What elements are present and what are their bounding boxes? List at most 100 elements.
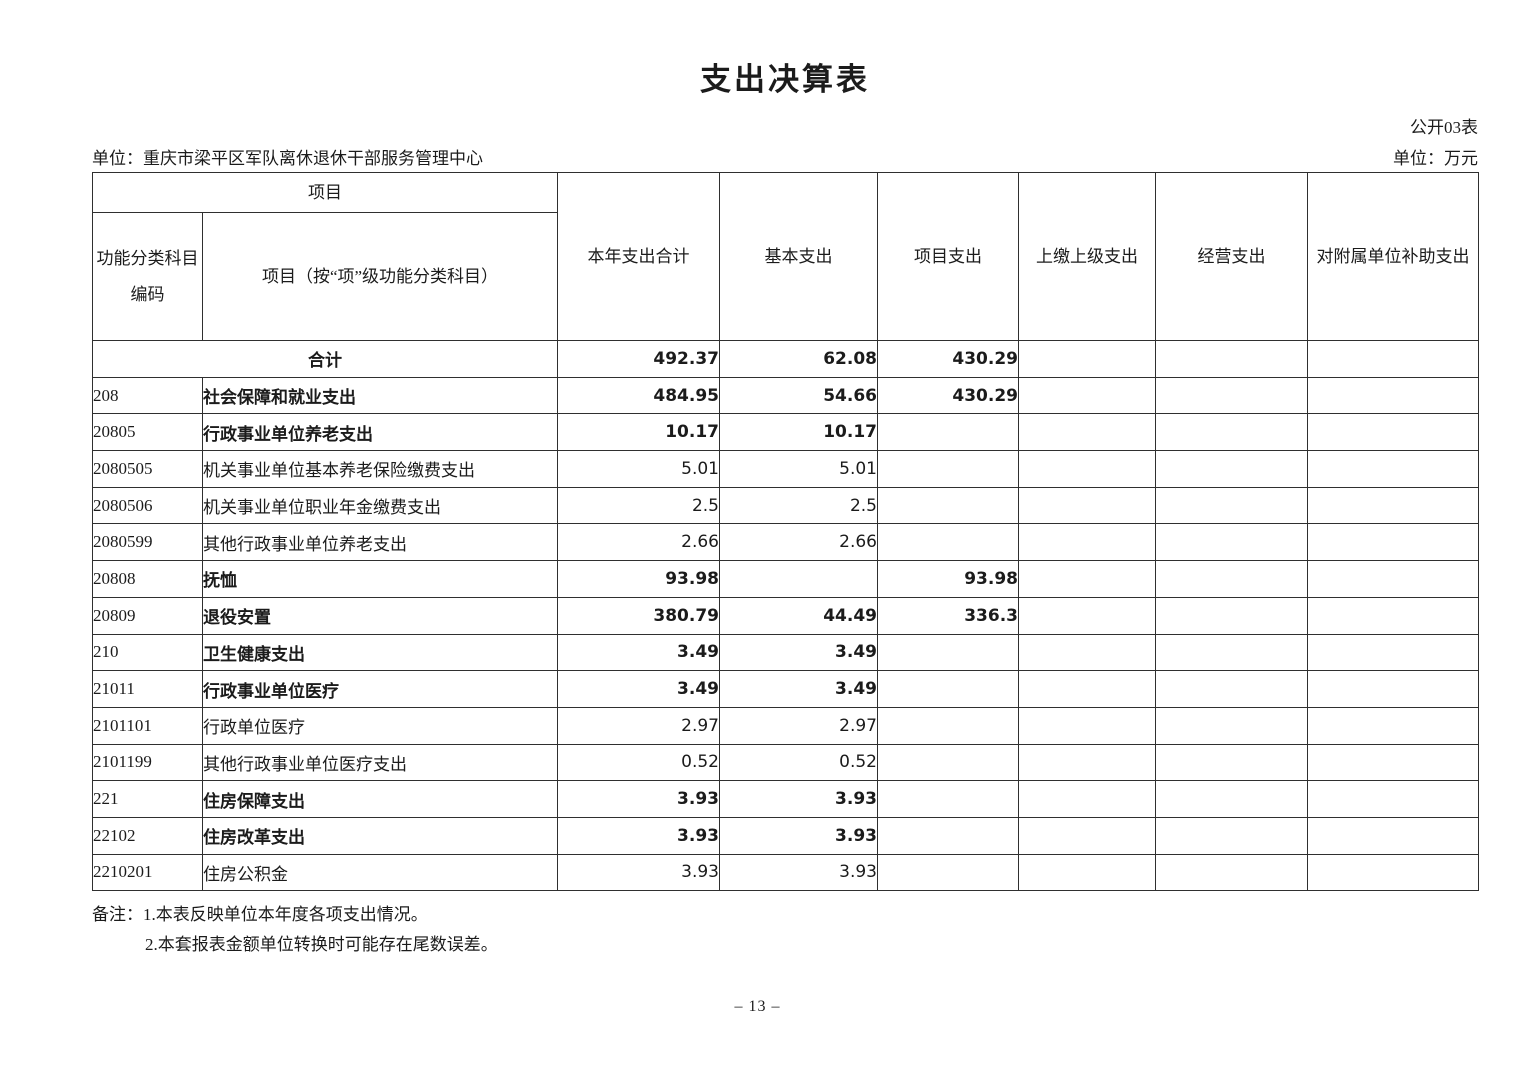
table-row: 20808 抚恤 93.98 93.98 <box>92 560 1479 598</box>
row-value-upper <box>1018 706 1156 745</box>
table-number: 公开03表 <box>1410 118 1478 137</box>
header-col-project: 项目支出 <box>877 172 1019 341</box>
notes: 备注：1.本表反映单位本年度各项支出情况。 2.本套报表金额单位转换时可能存在尾… <box>92 900 1478 958</box>
row-code: 2080506 <box>92 486 203 525</box>
table-row: 208 社会保障和就业支出 484.95 54.66 430.29 <box>92 376 1479 415</box>
table-header: 项目 本年支出合计 基本支出 项目支出 上缴上级支出 经营支出 对附属单位补助支… <box>92 172 1479 341</box>
row-item-label: 退役安置 <box>202 596 558 635</box>
note-line: 备注：1.本表反映单位本年度各项支出情况。 <box>92 900 1478 929</box>
row-value-operating <box>1155 780 1308 818</box>
row-value-subsidy <box>1307 670 1479 708</box>
row-value-total: 2.5 <box>557 486 720 525</box>
row-value-project <box>877 670 1019 708</box>
row-value-subsidy <box>1307 560 1479 598</box>
row-value-subsidy <box>1307 596 1479 635</box>
row-value-total: 3.49 <box>557 633 720 672</box>
row-item-label: 其他行政事业单位医疗支出 <box>202 743 558 782</box>
row-code: 22102 <box>92 816 203 855</box>
table-row: 20805 行政事业单位养老支出 10.17 10.17 <box>92 413 1479 452</box>
row-value-basic: 44.49 <box>719 596 878 635</box>
row-value-project: 336.3 <box>877 596 1019 635</box>
row-value-basic: 10.17 <box>719 413 878 452</box>
row-item-label: 抚恤 <box>202 560 558 598</box>
row-item-label: 卫生健康支出 <box>202 633 558 672</box>
row-value-project <box>877 706 1019 745</box>
row-value-project <box>877 523 1019 562</box>
unit-name: 单位：重庆市梁平区军队离休退休干部服务管理中心 <box>92 149 483 168</box>
header-col-item: 项目（按“项”级功能分类科目） <box>202 212 558 341</box>
row-item-label: 行政事业单位医疗 <box>202 670 558 708</box>
currency-unit: 单位：万元 <box>1393 149 1478 168</box>
row-code: 210 <box>92 633 203 672</box>
row-value-upper <box>1018 816 1156 855</box>
row-value-total: 10.17 <box>557 413 720 452</box>
row-value-operating <box>1155 743 1308 782</box>
row-item-label: 住房改革支出 <box>202 816 558 855</box>
table-row: 2080505 机关事业单位基本养老保险缴费支出 5.01 5.01 <box>92 450 1479 488</box>
row-value-subsidy <box>1307 633 1479 672</box>
row-value-basic: 0.52 <box>719 743 878 782</box>
row-value-project: 430.29 <box>877 376 1019 415</box>
row-value-upper <box>1018 486 1156 525</box>
row-value-upper <box>1018 596 1156 635</box>
row-value-subsidy <box>1307 780 1479 818</box>
row-value-basic: 3.93 <box>719 780 878 818</box>
row-item-label: 社会保障和就业支出 <box>202 376 558 415</box>
row-value-total: 5.01 <box>557 450 720 488</box>
row-value-operating <box>1155 376 1308 415</box>
table-row: 2101101 行政单位医疗 2.97 2.97 <box>92 706 1479 745</box>
row-value-project <box>877 780 1019 818</box>
row-value-basic: 2.5 <box>719 486 878 525</box>
row-value-basic: 2.66 <box>719 523 878 562</box>
row-value-upper <box>1018 633 1156 672</box>
row-value-project: 430.29 <box>877 340 1019 378</box>
row-value-total: 3.93 <box>557 780 720 818</box>
row-value-project <box>877 413 1019 452</box>
row-value-basic: 3.49 <box>719 670 878 708</box>
row-value-upper <box>1018 450 1156 488</box>
row-code: 21011 <box>92 670 203 708</box>
row-code: 2101199 <box>92 743 203 782</box>
row-code: 2210201 <box>92 853 203 892</box>
row-value-basic: 2.97 <box>719 706 878 745</box>
row-item-label: 住房公积金 <box>202 853 558 892</box>
row-value-upper <box>1018 523 1156 562</box>
table-row: 221 住房保障支出 3.93 3.93 <box>92 780 1479 818</box>
row-value-subsidy <box>1307 743 1479 782</box>
row-code: 20809 <box>92 596 203 635</box>
row-value-subsidy <box>1307 816 1479 855</box>
header-col-basic: 基本支出 <box>719 172 878 341</box>
table-row: 2101199 其他行政事业单位医疗支出 0.52 0.52 <box>92 743 1479 782</box>
row-value-project <box>877 450 1019 488</box>
row-value-operating <box>1155 450 1308 488</box>
header-project-group: 项目 <box>92 172 558 213</box>
row-value-project <box>877 633 1019 672</box>
page-number: – 13 – <box>734 998 781 1015</box>
row-value-subsidy <box>1307 706 1479 745</box>
row-value-upper <box>1018 670 1156 708</box>
row-value-project <box>877 486 1019 525</box>
row-value-upper <box>1018 413 1156 452</box>
row-value-operating <box>1155 413 1308 452</box>
page-title: 支出决算表 <box>700 62 870 97</box>
header-col-subsidy: 对附属单位补助支出 <box>1307 172 1479 341</box>
row-value-total: 3.49 <box>557 670 720 708</box>
note-text-2: 2.本套报表金额单位转换时可能存在尾数误差。 <box>145 934 498 954</box>
row-value-project: 93.98 <box>877 560 1019 598</box>
row-value-operating <box>1155 853 1308 892</box>
row-value-operating <box>1155 523 1308 562</box>
row-item-label: 机关事业单位基本养老保险缴费支出 <box>202 450 558 488</box>
row-value-subsidy <box>1307 523 1479 562</box>
table-row: 22102 住房改革支出 3.93 3.93 <box>92 816 1479 855</box>
row-code: 20805 <box>92 413 203 452</box>
row-value-upper <box>1018 376 1156 415</box>
row-value-operating <box>1155 633 1308 672</box>
row-value-subsidy <box>1307 340 1479 378</box>
header-col-upper: 上缴上级支出 <box>1018 172 1156 341</box>
row-value-upper <box>1018 560 1156 598</box>
table-row: 2080506 机关事业单位职业年金缴费支出 2.5 2.5 <box>92 486 1479 525</box>
table-row: 合计 492.37 62.08 430.29 <box>92 340 1479 378</box>
row-value-total: 3.93 <box>557 816 720 855</box>
note-text-1: 1.本表反映单位本年度各项支出情况。 <box>143 905 428 925</box>
